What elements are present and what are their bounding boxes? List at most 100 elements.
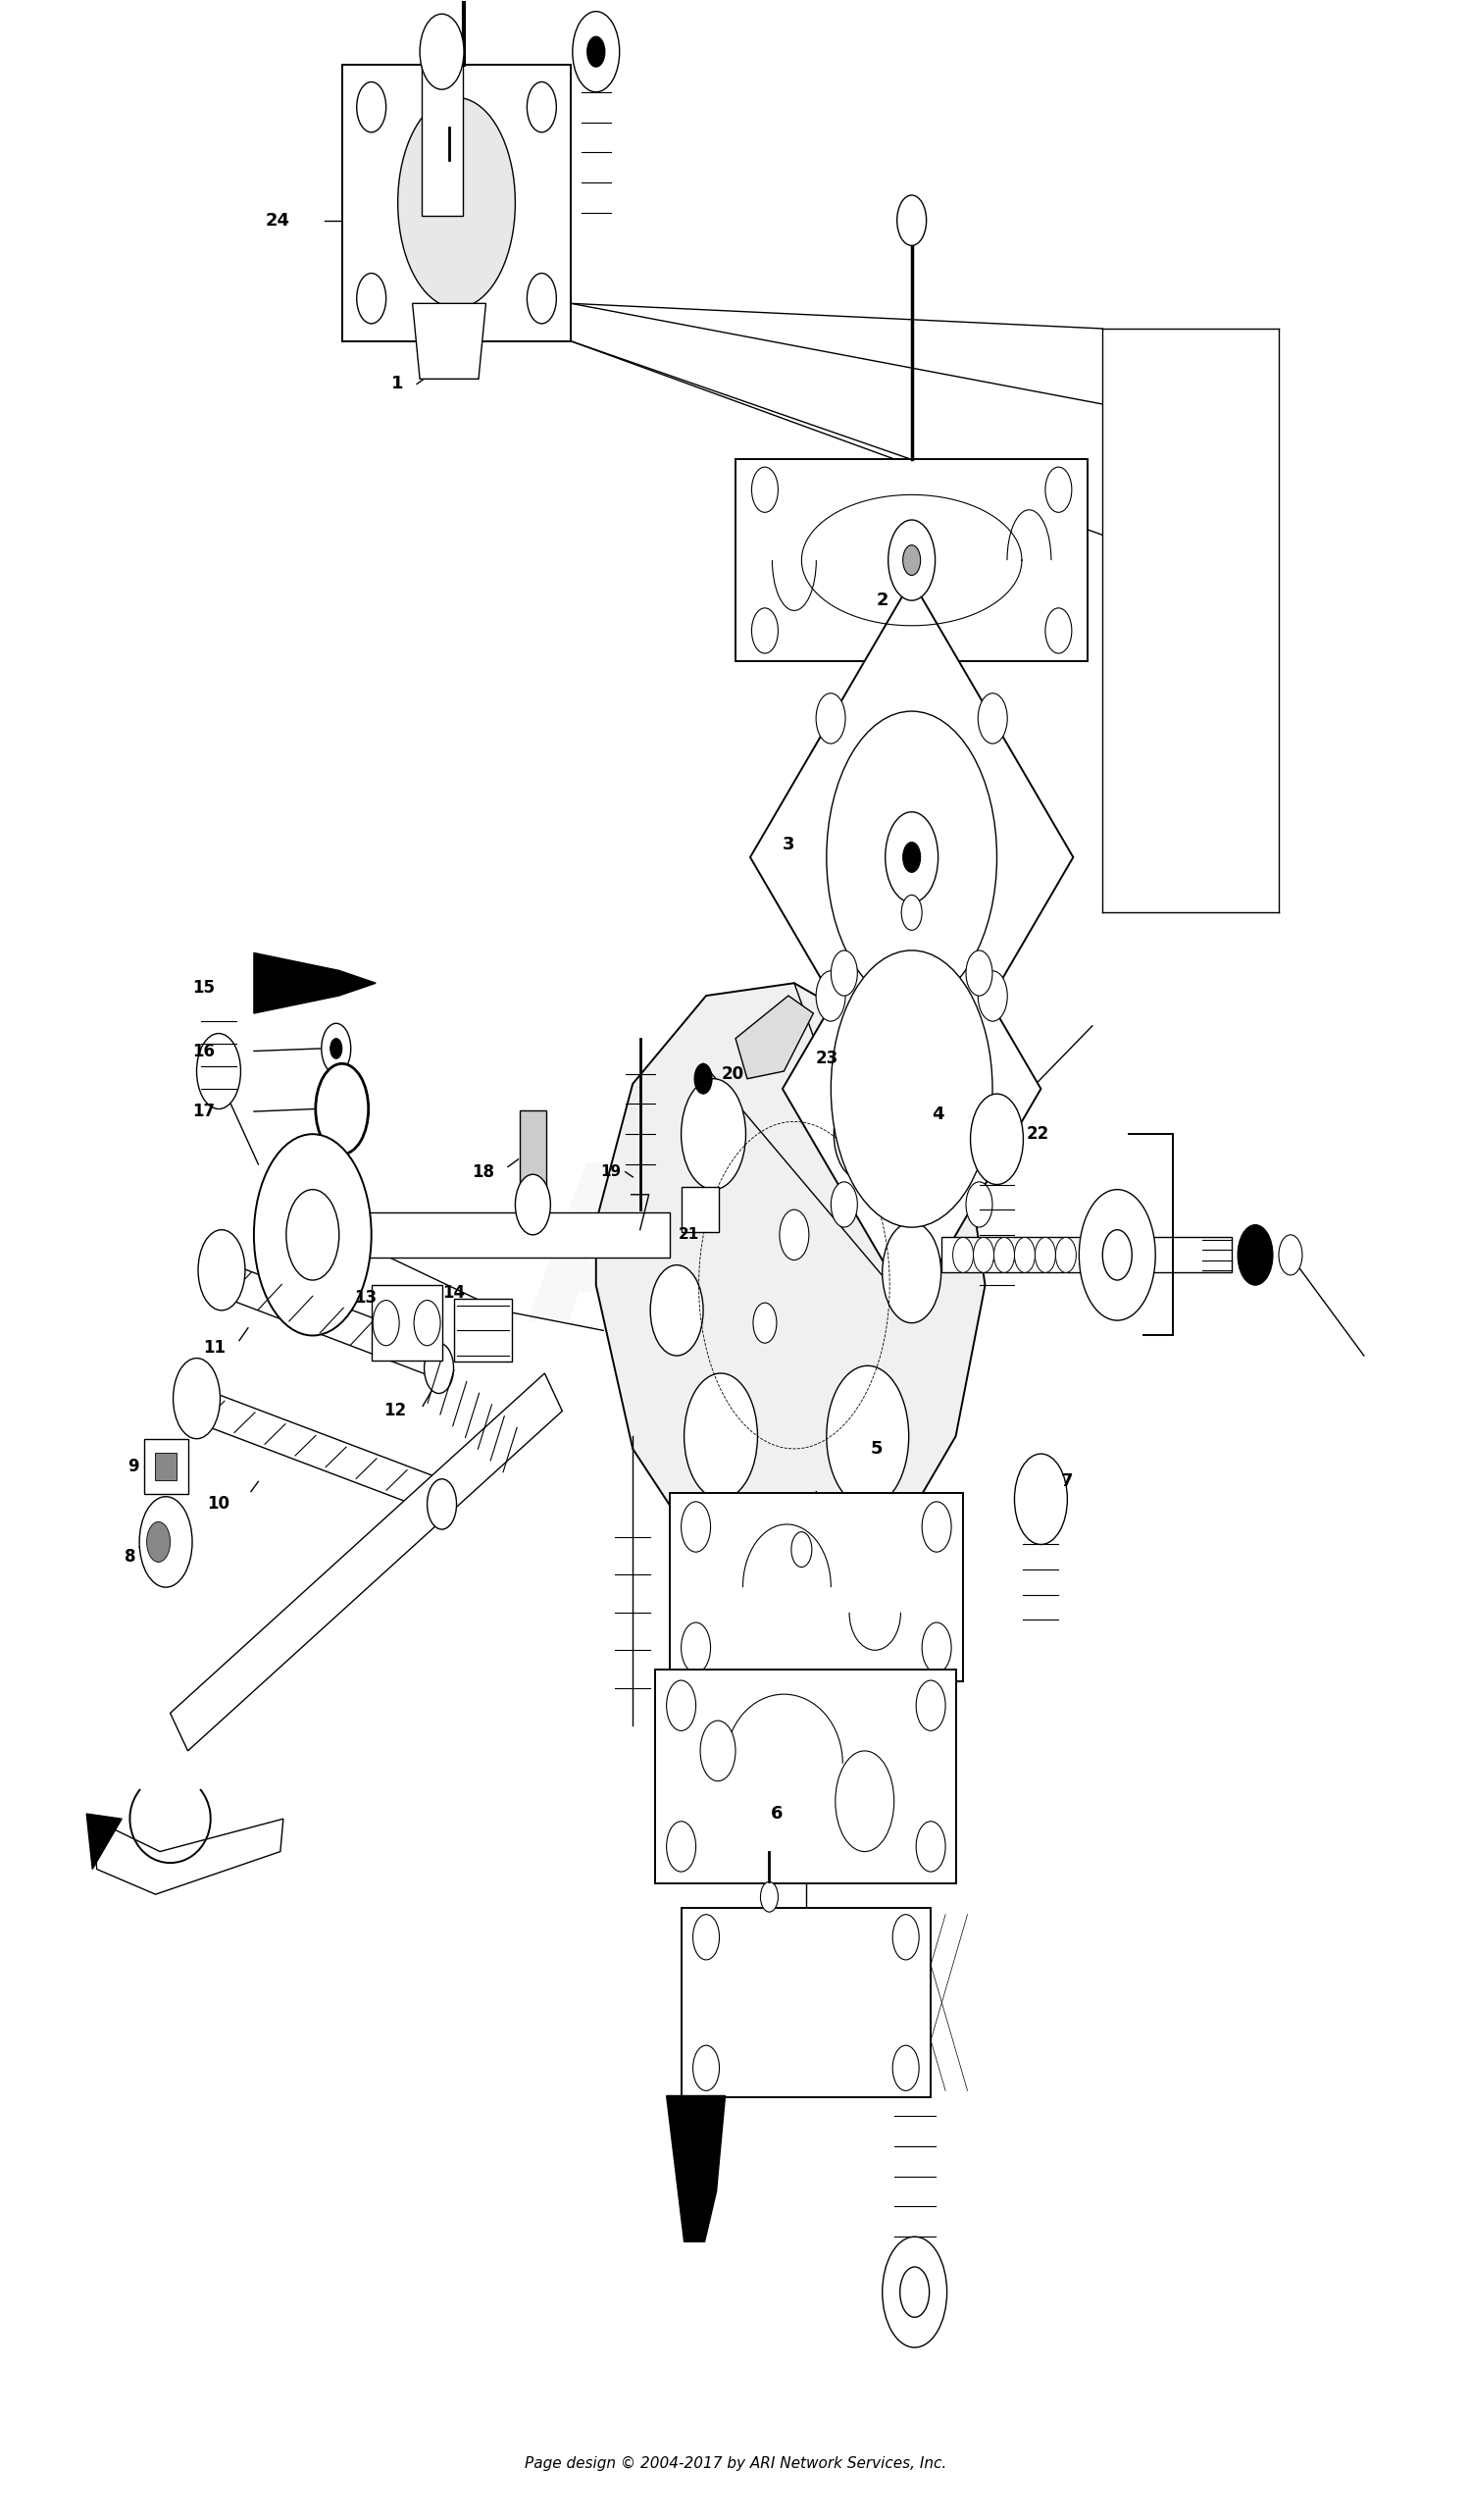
- Circle shape: [587, 38, 605, 68]
- Polygon shape: [783, 867, 1041, 1310]
- Text: 9: 9: [128, 1457, 140, 1474]
- Text: 18: 18: [472, 1164, 494, 1182]
- Circle shape: [527, 83, 556, 131]
- Bar: [144, 1439, 188, 1494]
- Text: 4: 4: [933, 1106, 944, 1124]
- Bar: [656, 1668, 956, 1882]
- Text: 17: 17: [193, 1104, 215, 1121]
- Polygon shape: [666, 2097, 725, 2243]
- Circle shape: [287, 1189, 340, 1280]
- Circle shape: [147, 1522, 171, 1562]
- Circle shape: [903, 544, 921, 575]
- Circle shape: [752, 466, 778, 512]
- Text: 14: 14: [443, 1283, 465, 1300]
- Circle shape: [666, 1822, 696, 1872]
- Circle shape: [174, 1358, 221, 1439]
- Circle shape: [780, 1210, 809, 1260]
- Circle shape: [372, 1300, 399, 1346]
- Text: 8: 8: [125, 1547, 137, 1565]
- Text: 7: 7: [1061, 1472, 1074, 1489]
- Circle shape: [650, 1265, 703, 1356]
- Text: 24: 24: [265, 212, 290, 229]
- Circle shape: [791, 1532, 812, 1567]
- Polygon shape: [93, 1819, 284, 1895]
- Bar: [296, 1212, 669, 1257]
- Text: 5: 5: [871, 1439, 883, 1457]
- Circle shape: [356, 272, 385, 323]
- Bar: [154, 1452, 177, 1479]
- Circle shape: [978, 693, 1008, 743]
- Text: 15: 15: [193, 980, 215, 998]
- Text: ARI: ARI: [527, 1154, 944, 1366]
- Bar: [343, 66, 571, 340]
- Bar: [421, 66, 462, 214]
- Circle shape: [893, 2046, 919, 2092]
- Circle shape: [953, 1237, 974, 1273]
- Circle shape: [761, 1882, 778, 1913]
- Circle shape: [836, 1751, 894, 1852]
- Circle shape: [527, 272, 556, 323]
- Circle shape: [978, 970, 1008, 1021]
- Circle shape: [419, 15, 463, 91]
- Circle shape: [886, 811, 938, 902]
- Polygon shape: [750, 580, 1074, 1134]
- Text: 20: 20: [721, 1066, 744, 1084]
- Bar: [681, 1908, 931, 2097]
- Bar: [371, 1285, 441, 1361]
- Circle shape: [816, 970, 846, 1021]
- Circle shape: [572, 13, 619, 93]
- Circle shape: [831, 950, 858, 995]
- Polygon shape: [736, 995, 813, 1079]
- Circle shape: [897, 194, 927, 244]
- Circle shape: [753, 1303, 777, 1343]
- Circle shape: [1046, 466, 1072, 512]
- Circle shape: [903, 842, 921, 872]
- Bar: [736, 459, 1089, 660]
- Polygon shape: [596, 983, 986, 1588]
- Circle shape: [1015, 1237, 1036, 1273]
- Circle shape: [1056, 1237, 1077, 1273]
- Circle shape: [199, 1230, 246, 1310]
- Circle shape: [700, 1721, 736, 1782]
- Circle shape: [1080, 1189, 1155, 1320]
- Text: 22: 22: [1027, 1126, 1049, 1144]
- Circle shape: [966, 950, 993, 995]
- Circle shape: [666, 1681, 696, 1731]
- Circle shape: [693, 1915, 719, 1961]
- Text: 3: 3: [783, 837, 794, 854]
- Text: 21: 21: [678, 1227, 699, 1242]
- Circle shape: [916, 1681, 946, 1731]
- Circle shape: [694, 1063, 712, 1094]
- Circle shape: [427, 1479, 456, 1530]
- Text: 10: 10: [207, 1494, 229, 1512]
- Polygon shape: [254, 953, 375, 1013]
- Polygon shape: [171, 1373, 562, 1751]
- Bar: [225, 1263, 438, 1378]
- Text: 19: 19: [600, 1164, 621, 1179]
- Circle shape: [1103, 1230, 1133, 1280]
- Circle shape: [971, 1094, 1024, 1184]
- Circle shape: [994, 1237, 1015, 1273]
- Bar: [683, 1187, 719, 1232]
- Circle shape: [316, 1063, 368, 1154]
- Circle shape: [916, 1822, 946, 1872]
- Circle shape: [254, 1134, 371, 1336]
- Circle shape: [681, 1502, 710, 1552]
- Circle shape: [1036, 1237, 1056, 1273]
- Circle shape: [1046, 607, 1072, 653]
- Bar: [519, 1111, 546, 1200]
- Text: 6: 6: [771, 1804, 783, 1822]
- Circle shape: [888, 519, 936, 600]
- Polygon shape: [397, 98, 515, 307]
- Circle shape: [413, 1300, 440, 1346]
- Text: 16: 16: [193, 1043, 215, 1061]
- Circle shape: [922, 1623, 952, 1673]
- Circle shape: [831, 950, 993, 1227]
- Circle shape: [356, 83, 385, 131]
- Circle shape: [1015, 1454, 1068, 1545]
- Circle shape: [827, 1366, 909, 1507]
- Circle shape: [816, 693, 846, 743]
- Circle shape: [1278, 1235, 1302, 1275]
- Text: 1: 1: [391, 375, 405, 393]
- Text: Page design © 2004-2017 by ARI Network Services, Inc.: Page design © 2004-2017 by ARI Network S…: [525, 2457, 946, 2470]
